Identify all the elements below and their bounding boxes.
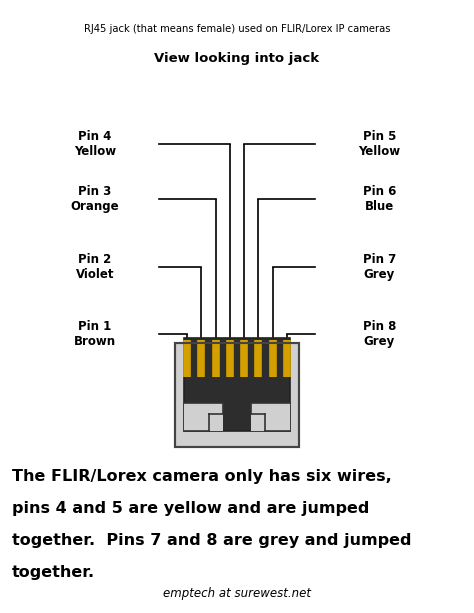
- Bar: [184, 414, 210, 431]
- Text: Pin 5
Yellow: Pin 5 Yellow: [358, 130, 400, 158]
- Text: View looking into jack: View looking into jack: [155, 51, 319, 65]
- Bar: [175, 343, 299, 447]
- Text: emptech at surewest.net: emptech at surewest.net: [163, 587, 311, 600]
- Text: RJ45 jack (that means female) used on FLIR/Lorex IP cameras: RJ45 jack (that means female) used on FL…: [84, 25, 390, 34]
- Text: Pin 1
Brown: Pin 1 Brown: [74, 320, 116, 348]
- Text: Pin 6
Blue: Pin 6 Blue: [363, 185, 396, 213]
- Bar: [175, 343, 299, 447]
- Bar: [184, 338, 290, 431]
- Text: together.: together.: [12, 565, 95, 579]
- Text: Pin 7
Grey: Pin 7 Grey: [363, 253, 396, 281]
- Text: Pin 4
Yellow: Pin 4 Yellow: [74, 130, 116, 158]
- Text: Pin 3
Orange: Pin 3 Orange: [71, 185, 119, 213]
- Text: The FLIR/Lorex camera only has six wires,: The FLIR/Lorex camera only has six wires…: [12, 469, 392, 484]
- Text: pins 4 and 5 are yellow and are jumped: pins 4 and 5 are yellow and are jumped: [12, 501, 369, 516]
- Bar: [251, 403, 290, 431]
- Bar: [184, 403, 223, 431]
- Text: together.  Pins 7 and 8 are grey and jumped: together. Pins 7 and 8 are grey and jump…: [12, 533, 411, 547]
- Bar: [264, 414, 290, 431]
- Text: Pin 8
Grey: Pin 8 Grey: [363, 320, 396, 348]
- Text: Pin 2
Violet: Pin 2 Violet: [75, 253, 114, 281]
